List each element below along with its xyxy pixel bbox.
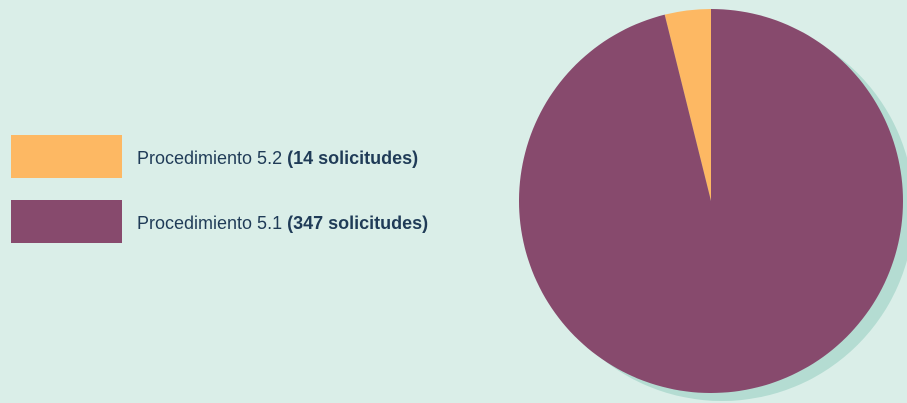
legend-value: (347 solicitudes) (287, 213, 428, 233)
legend-name: Procedimiento 5.2 (137, 148, 282, 168)
legend-value: (14 solicitudes) (287, 148, 418, 168)
legend-label: Procedimiento 5.1 (347 solicitudes) (137, 213, 428, 233)
pie-slice (519, 9, 904, 393)
legend-name: Procedimiento 5.1 (137, 213, 282, 233)
legend-label: Procedimiento 5.2 (14 solicitudes) (137, 148, 418, 168)
pie-slice (664, 9, 711, 201)
legend-swatch (11, 135, 122, 178)
legend-swatch (11, 200, 122, 243)
